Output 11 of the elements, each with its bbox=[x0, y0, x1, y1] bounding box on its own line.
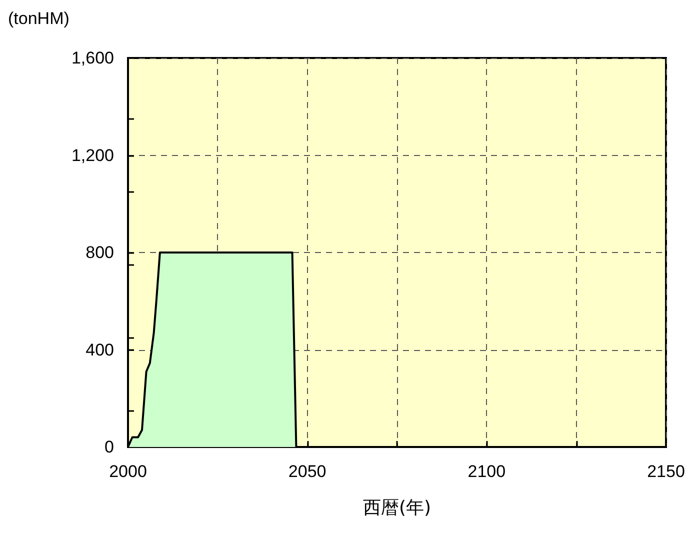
y-tick-label: 800 bbox=[86, 243, 114, 262]
y-tick-label: 1,200 bbox=[71, 146, 114, 165]
y-tick-label: 400 bbox=[86, 340, 114, 360]
y-tick-label: 0 bbox=[104, 438, 114, 456]
x-tick-label: 2150 bbox=[647, 462, 685, 481]
x-axis-title: 西暦(年) bbox=[362, 498, 432, 518]
x-tick-label: 2050 bbox=[288, 462, 326, 481]
x-tick-label: 2000 bbox=[109, 462, 147, 481]
y-axis-title: (tonHM) bbox=[8, 9, 70, 28]
y-tick-label: 1,600 bbox=[71, 48, 114, 68]
x-tick-label: 2100 bbox=[468, 462, 506, 481]
